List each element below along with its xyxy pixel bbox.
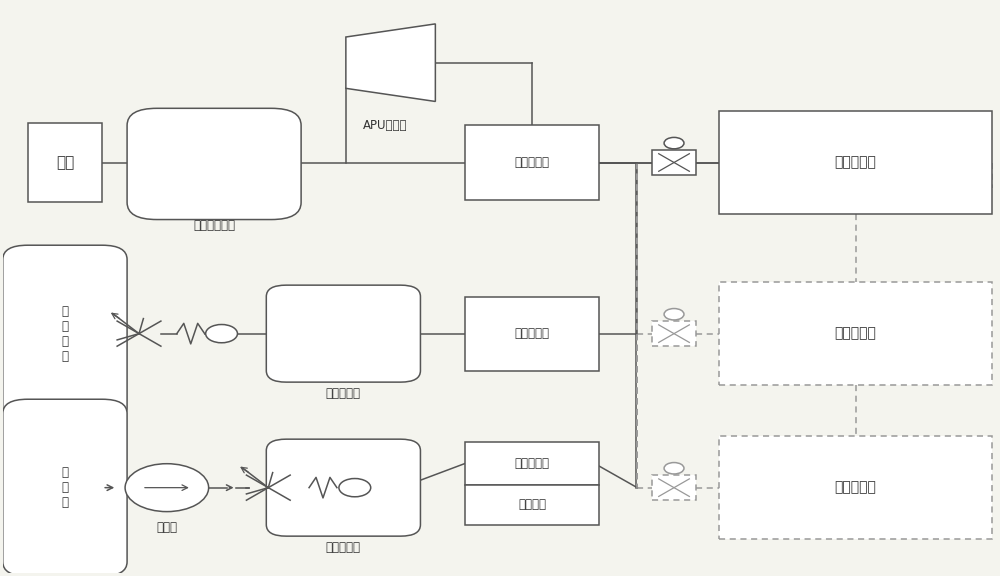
FancyBboxPatch shape <box>28 123 102 202</box>
Circle shape <box>125 464 209 511</box>
FancyBboxPatch shape <box>3 399 127 576</box>
FancyBboxPatch shape <box>3 245 127 422</box>
FancyBboxPatch shape <box>465 442 599 485</box>
Polygon shape <box>346 24 435 101</box>
FancyBboxPatch shape <box>465 485 599 525</box>
FancyBboxPatch shape <box>465 126 599 199</box>
Text: 燃
料
箱: 燃 料 箱 <box>61 466 68 509</box>
Text: 电加热器: 电加热器 <box>518 498 546 511</box>
FancyBboxPatch shape <box>127 108 301 219</box>
FancyBboxPatch shape <box>719 111 992 214</box>
FancyBboxPatch shape <box>652 321 696 346</box>
FancyBboxPatch shape <box>652 150 696 175</box>
Circle shape <box>664 138 684 149</box>
Text: 爆震燃烧室: 爆震燃烧室 <box>835 327 876 340</box>
FancyBboxPatch shape <box>719 282 992 385</box>
Circle shape <box>664 463 684 474</box>
Text: 燃油泵: 燃油泵 <box>156 521 177 534</box>
Text: 燃油分配器: 燃油分配器 <box>515 457 550 470</box>
Text: 飞行器进气道: 飞行器进气道 <box>193 219 235 232</box>
FancyBboxPatch shape <box>266 285 420 382</box>
FancyBboxPatch shape <box>652 475 696 500</box>
Text: 氧气分配器: 氧气分配器 <box>515 327 550 340</box>
Text: 液氧气化器: 液氧气化器 <box>326 387 361 400</box>
Text: APU压缩机: APU压缩机 <box>363 119 408 132</box>
Text: 大气: 大气 <box>56 155 74 170</box>
Text: 燃油加热器: 燃油加热器 <box>326 541 361 554</box>
Text: 爆震燃烧室: 爆震燃烧室 <box>835 480 876 495</box>
FancyBboxPatch shape <box>465 297 599 371</box>
FancyBboxPatch shape <box>266 439 420 536</box>
Text: 爆震燃烧室: 爆震燃烧室 <box>835 156 876 169</box>
Circle shape <box>339 479 371 497</box>
Circle shape <box>664 309 684 320</box>
Text: 进气分配器: 进气分配器 <box>515 156 550 169</box>
Circle shape <box>206 324 237 343</box>
FancyBboxPatch shape <box>719 436 992 539</box>
Text: 液
氧
储
箱: 液 氧 储 箱 <box>61 305 68 363</box>
